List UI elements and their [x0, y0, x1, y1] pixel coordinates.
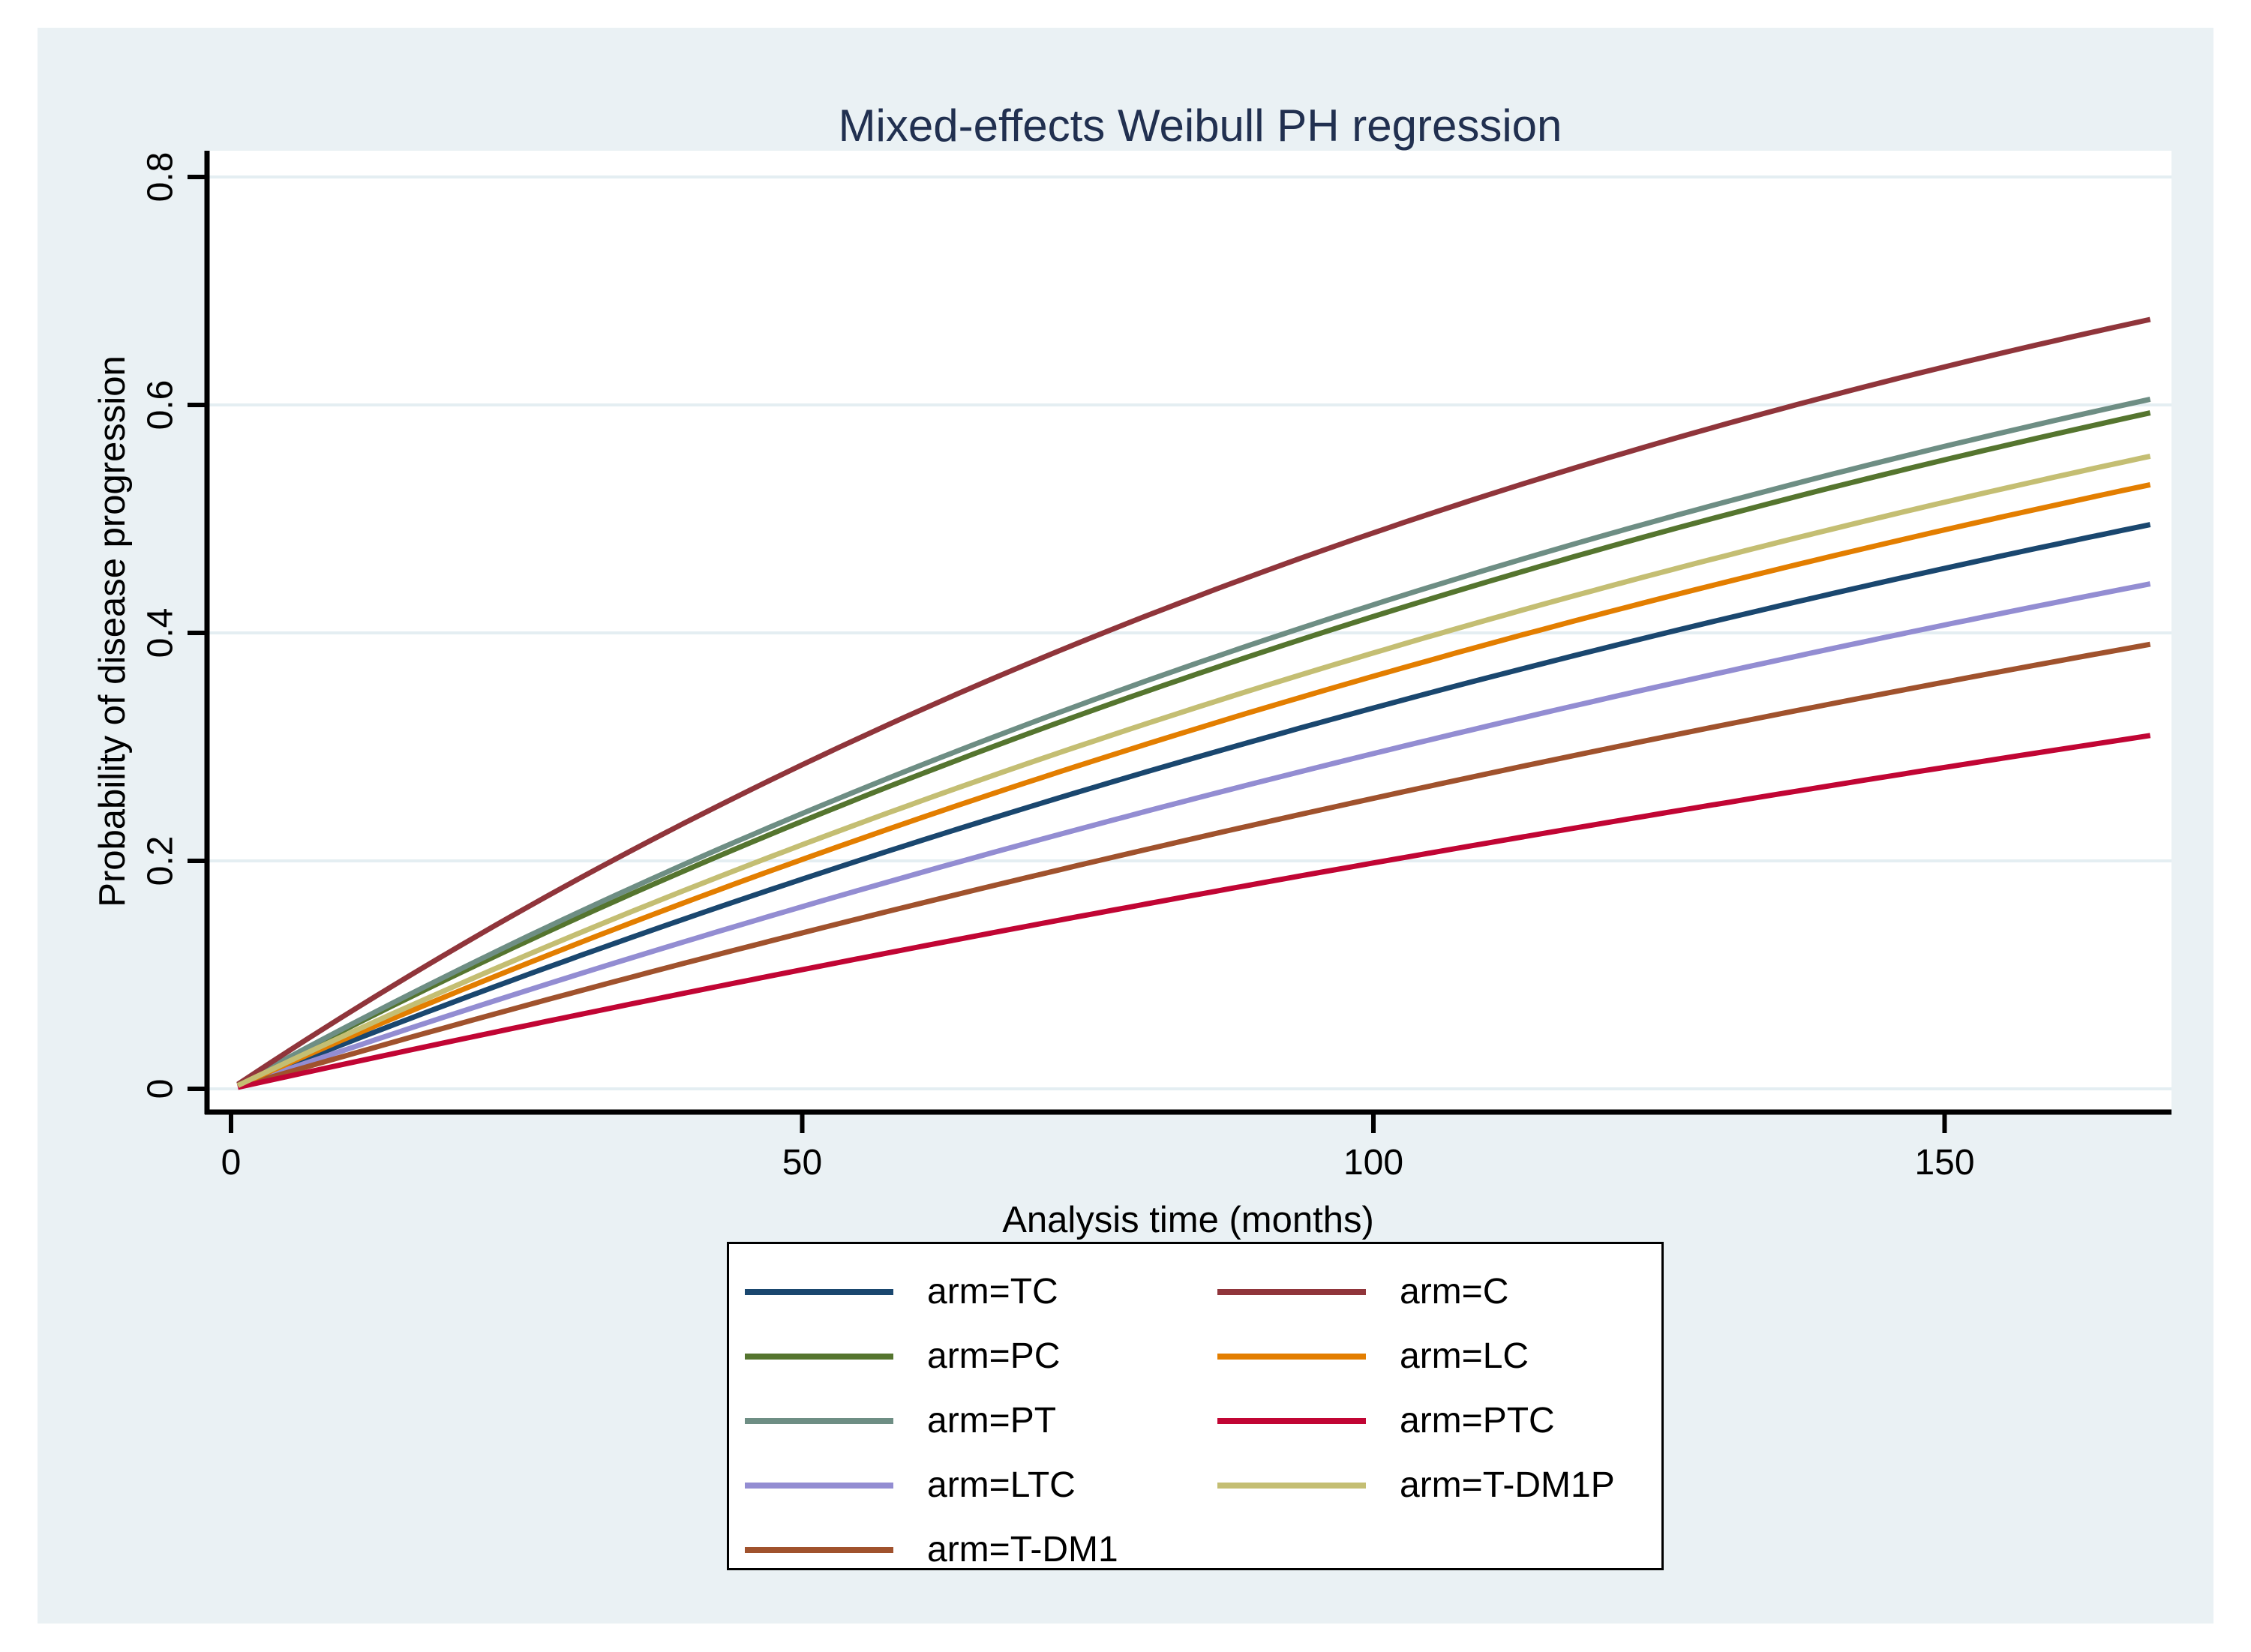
legend-swatch-TC — [745, 1289, 893, 1295]
legend-label-TC: arm=TC — [927, 1272, 1058, 1312]
chart-title: Mixed-effects Weibull PH regression — [838, 100, 1562, 151]
legend-swatch-PTC — [1217, 1418, 1366, 1424]
plot-area — [188, 151, 2171, 1133]
series-curve-C — [236, 316, 2151, 1087]
series-curve-T-DM1P — [236, 453, 2151, 1088]
series-curve-TC — [236, 522, 2151, 1089]
legend-swatch-LTC — [745, 1483, 893, 1489]
legend-label-PC: arm=PC — [927, 1336, 1061, 1376]
series-curve-PTC — [237, 733, 2151, 1090]
y-tick-label-0.4: 0.4 — [140, 607, 181, 658]
legend-label-T-DM1: arm=T-DM1 — [927, 1530, 1118, 1570]
x-tick-label-100: 100 — [1343, 1143, 1404, 1183]
y-tick-label-0.6: 0.6 — [140, 379, 181, 430]
legend-label-LC: arm=LC — [1400, 1336, 1529, 1376]
legend-swatch-LC — [1217, 1354, 1366, 1360]
legend-swatch-PT — [745, 1418, 893, 1424]
legend-label-PTC: arm=PTC — [1400, 1401, 1555, 1441]
legend-swatch-C — [1217, 1289, 1366, 1295]
stata-graph-figure: Mixed-effects Weibull PH regression 0 0.2… — [38, 28, 2213, 1624]
legend-label-C: arm=C — [1400, 1272, 1509, 1312]
legend-label-PT: arm=PT — [927, 1401, 1057, 1441]
x-tick-label-0: 0 — [221, 1143, 242, 1183]
y-tick-label-0.8: 0.8 — [140, 151, 181, 202]
series-curve-LTC — [236, 581, 2151, 1090]
legend-label-T-DM1P: arm=T-DM1P — [1400, 1465, 1615, 1505]
legend: arm=TC arm=PC arm=PT arm=LTC arm=T-DM1 arm=C a… — [727, 1242, 1664, 1570]
series-curve-LC — [236, 481, 2151, 1089]
y-axis-title: Probability of disease progression — [92, 355, 133, 907]
legend-swatch-PC — [745, 1354, 893, 1360]
y-tick-label-0: 0 — [140, 1078, 181, 1099]
y-tick-label-0.2: 0.2 — [140, 835, 181, 886]
series-curve-T-DM1 — [237, 641, 2151, 1090]
x-axis-title: Analysis time (months) — [1002, 1200, 1374, 1240]
legend-label-LTC: arm=LTC — [927, 1465, 1076, 1505]
series-curve-PC — [236, 410, 2151, 1088]
x-tick-label-50: 50 — [782, 1143, 823, 1183]
series-curve-PT — [236, 396, 2151, 1088]
x-tick-label-150: 150 — [1914, 1143, 1975, 1183]
legend-swatch-T-DM1 — [745, 1547, 893, 1553]
legend-swatch-T-DM1P — [1217, 1483, 1366, 1489]
